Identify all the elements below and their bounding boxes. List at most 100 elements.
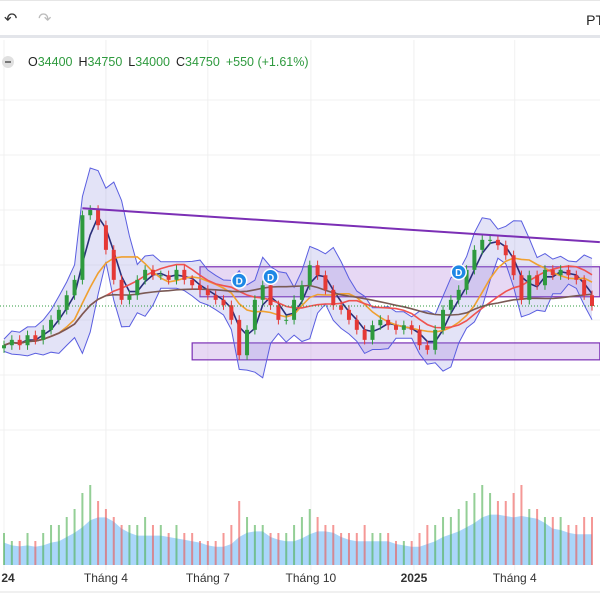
volume-bar (473, 493, 476, 565)
toolbar-right-label[interactable]: PT (586, 12, 600, 28)
volume-bar (316, 517, 319, 565)
candle-body (472, 249, 477, 270)
time-axis-label: Tháng 10 (286, 571, 337, 585)
trendline (82, 207, 600, 244)
candle-body (221, 299, 226, 306)
volume-bar (418, 533, 421, 565)
volume-bar (591, 517, 593, 565)
volume-bar (65, 517, 68, 565)
dividend-marker-circle (230, 272, 248, 289)
candle-body (433, 329, 438, 350)
grid (0, 40, 600, 593)
chart-toolbar: ↶ ↷ PT (0, 0, 600, 38)
time-axis-label: 2025 (401, 571, 428, 585)
open-value: 34400 (37, 55, 73, 69)
candle-body (166, 275, 171, 280)
ma-brown-line (3, 284, 593, 346)
candle-body (9, 339, 14, 346)
volume-bar (410, 541, 413, 565)
candle-body (205, 289, 210, 296)
redo-arrow-icon[interactable]: ↷ (38, 11, 52, 28)
volume-bar (442, 517, 445, 565)
volume-pane (3, 485, 593, 565)
time-axis-label: 24 (1, 571, 15, 585)
volume-bar (73, 509, 76, 565)
candle-body (135, 279, 140, 296)
candle-body (480, 239, 485, 250)
volume-bar (277, 533, 280, 565)
candle-body (49, 319, 54, 330)
volume-bar (151, 525, 154, 565)
volume-bar (575, 525, 578, 565)
candle-body (394, 325, 398, 330)
candle-body (72, 279, 77, 296)
volume-bar (230, 525, 233, 565)
candle-body (464, 269, 469, 290)
candle-body (542, 269, 547, 286)
candle-body (252, 299, 257, 330)
candle-body (41, 329, 46, 340)
candle-body (503, 245, 508, 256)
bollinger-lower (3, 257, 593, 379)
candle-body (441, 309, 446, 330)
candle-body (88, 209, 93, 216)
time-axis-label: Tháng 7 (186, 571, 230, 585)
low-value: 34000 (135, 55, 171, 69)
candle-body (103, 225, 108, 250)
volume-bar (489, 493, 492, 565)
volume-bar (308, 509, 311, 565)
volume-bar (551, 517, 554, 565)
candle-body (229, 305, 234, 320)
volume-bar (104, 509, 107, 565)
candle-body (276, 305, 281, 320)
volume-bar (496, 501, 499, 565)
volume-bar (528, 509, 531, 565)
dividend-marker: D (262, 268, 279, 286)
undo-arrow-icon[interactable]: ↶ (4, 11, 18, 28)
dividend-marker: D (450, 263, 467, 281)
candle-body (127, 295, 132, 300)
volume-bar (167, 533, 170, 565)
volume-bar (324, 525, 327, 565)
volume-bar (512, 493, 515, 565)
candle-body (519, 275, 524, 300)
candle-body (566, 269, 571, 276)
candle-body (284, 319, 289, 321)
candle-body (56, 309, 61, 320)
candle-body (574, 275, 579, 280)
candle-body (488, 239, 493, 241)
volume-bar (89, 485, 92, 565)
volume-bar (355, 533, 358, 565)
candle-body (315, 265, 320, 276)
candle-body (260, 285, 265, 300)
low-label: L (128, 55, 136, 69)
minus-icon[interactable] (2, 56, 14, 68)
candle-body (417, 329, 422, 346)
volume-bar (449, 517, 452, 565)
bollinger-upper (3, 167, 593, 340)
volume-bar (363, 525, 366, 565)
candle-body (198, 285, 202, 290)
candle-body (96, 209, 101, 226)
dividend-marker-label: D (236, 277, 243, 288)
dividend-marker-label: D (267, 273, 274, 284)
candle-body (550, 269, 555, 276)
volume-bar (3, 533, 5, 565)
dividend-marker-circle (450, 263, 467, 281)
volume-bar (120, 525, 123, 565)
ma-orange-line (3, 256, 593, 346)
volume-bar (253, 525, 256, 565)
candle-body (213, 295, 218, 300)
candle-body (150, 269, 155, 276)
volume-bar (206, 541, 209, 565)
volume-bar (559, 517, 562, 565)
candle-body (64, 295, 69, 310)
candle-body (323, 275, 328, 290)
time-axis: 24 Tháng 4 Tháng 7 Tháng 10 2025 Tháng 4 (1, 571, 537, 585)
dividend-marker: D (230, 272, 248, 289)
candle-body (299, 285, 304, 300)
volume-bar (97, 501, 100, 565)
moving-averages (3, 215, 593, 346)
